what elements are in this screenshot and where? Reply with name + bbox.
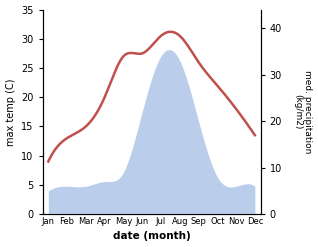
X-axis label: date (month): date (month) xyxy=(113,231,190,242)
Y-axis label: max temp (C): max temp (C) xyxy=(5,78,16,145)
Y-axis label: med. precipitation
(kg/m2): med. precipitation (kg/m2) xyxy=(293,70,313,154)
